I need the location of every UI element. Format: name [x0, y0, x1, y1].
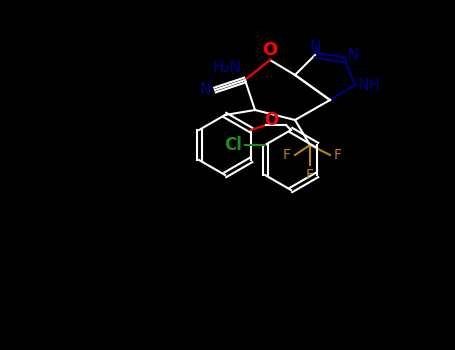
- Text: F: F: [306, 168, 314, 182]
- Text: N: N: [347, 48, 359, 63]
- Text: N: N: [309, 40, 321, 55]
- Text: O: O: [264, 111, 278, 129]
- Text: NH: NH: [358, 77, 380, 92]
- Text: F: F: [283, 148, 291, 162]
- Text: H₂N: H₂N: [212, 61, 242, 76]
- Text: N: N: [199, 83, 211, 98]
- Text: F: F: [334, 148, 342, 162]
- Text: Cl: Cl: [224, 136, 242, 154]
- Text: O: O: [263, 41, 278, 59]
